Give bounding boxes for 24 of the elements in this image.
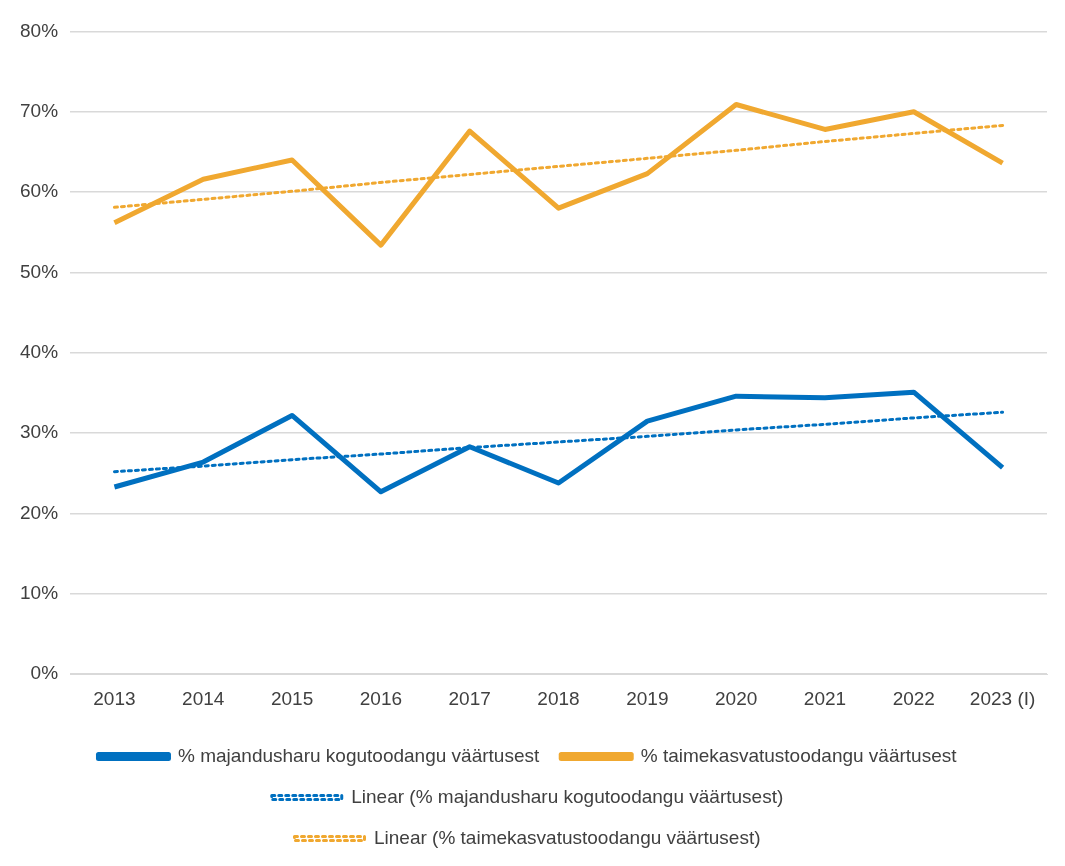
legend-label: % taimekasvatustoodangu väärtusest	[640, 744, 958, 766]
x-tick-label: 2023 (I)	[969, 687, 1036, 709]
y-tick-label: 30%	[20, 421, 59, 443]
x-tick-label: 2019	[626, 687, 669, 709]
x-tick-label: 2015	[270, 687, 314, 709]
x-tick-label: 2017	[448, 687, 491, 709]
legend-label: Linear (% majandusharu kogutoodangu väärtusest)	[351, 785, 784, 807]
x-tick-label: 2014	[182, 687, 225, 709]
legend-label: % majandusharu kogutoodangu väärtusest	[177, 744, 540, 766]
x-tick-label: 2021	[803, 687, 847, 709]
y-tick-label: 60%	[20, 180, 59, 202]
y-tick-label: 40%	[20, 341, 59, 363]
x-tick-label: 2013	[93, 687, 136, 709]
x-tick-label: 2020	[715, 687, 758, 709]
y-tick-label: 20%	[20, 501, 59, 523]
y-tick-label: 80%	[20, 19, 59, 41]
legend-label: Linear (% taimekasvatustoodangu väärtusest)	[373, 826, 761, 848]
y-tick-label: 70%	[20, 99, 59, 121]
y-tick-label: 0%	[30, 662, 59, 684]
x-tick-label: 2016	[359, 687, 403, 709]
x-tick-label: 2018	[537, 687, 580, 709]
y-tick-label: 50%	[20, 260, 59, 282]
y-tick-label: 10%	[20, 582, 59, 604]
x-tick-label: 2022	[892, 687, 935, 709]
